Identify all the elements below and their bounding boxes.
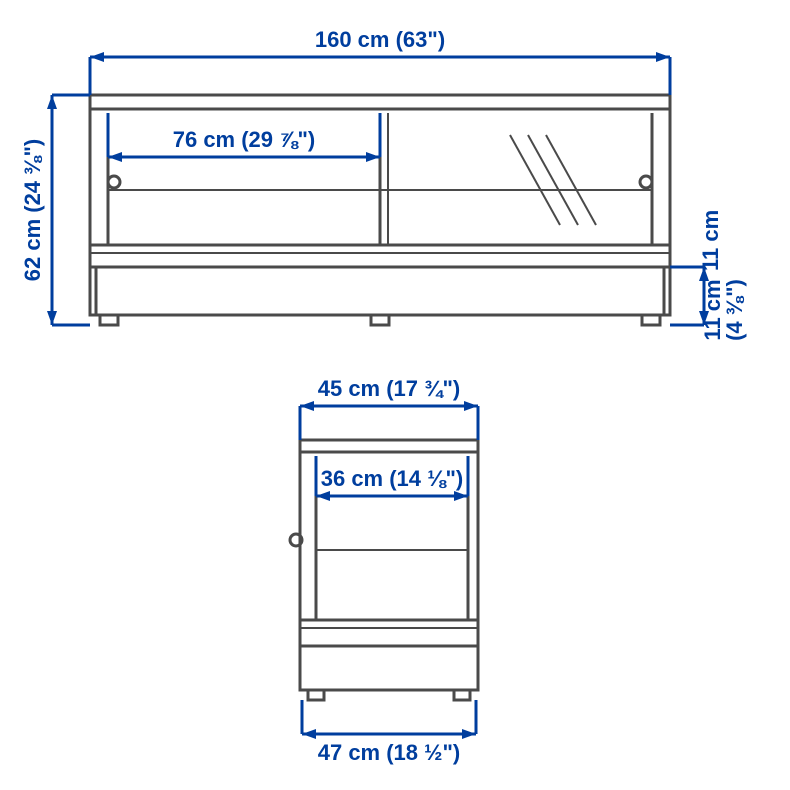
svg-text:76 cm (29 ⅞"): 76 cm (29 ⅞")	[173, 127, 316, 152]
dimension-diagram: 160 cm (63") 62 cm (24 ⅜") 76 cm (29 ⅞") 11…	[0, 0, 790, 790]
svg-text:36 cm (14 ⅛"): 36 cm (14 ⅛")	[321, 466, 464, 491]
svg-text:62 cm (24 ⅜"): 62 cm (24 ⅜")	[20, 139, 45, 282]
svg-text:11 cm: 11 cm	[698, 210, 723, 271]
svg-text:160 cm (63"): 160 cm (63")	[315, 27, 445, 52]
svg-text:47 cm (18 ½"): 47 cm (18 ½")	[318, 740, 461, 765]
svg-text:45 cm (17 ¾"): 45 cm (17 ¾")	[318, 376, 461, 401]
svg-text:(4 ⅜"): (4 ⅜")	[722, 279, 747, 341]
